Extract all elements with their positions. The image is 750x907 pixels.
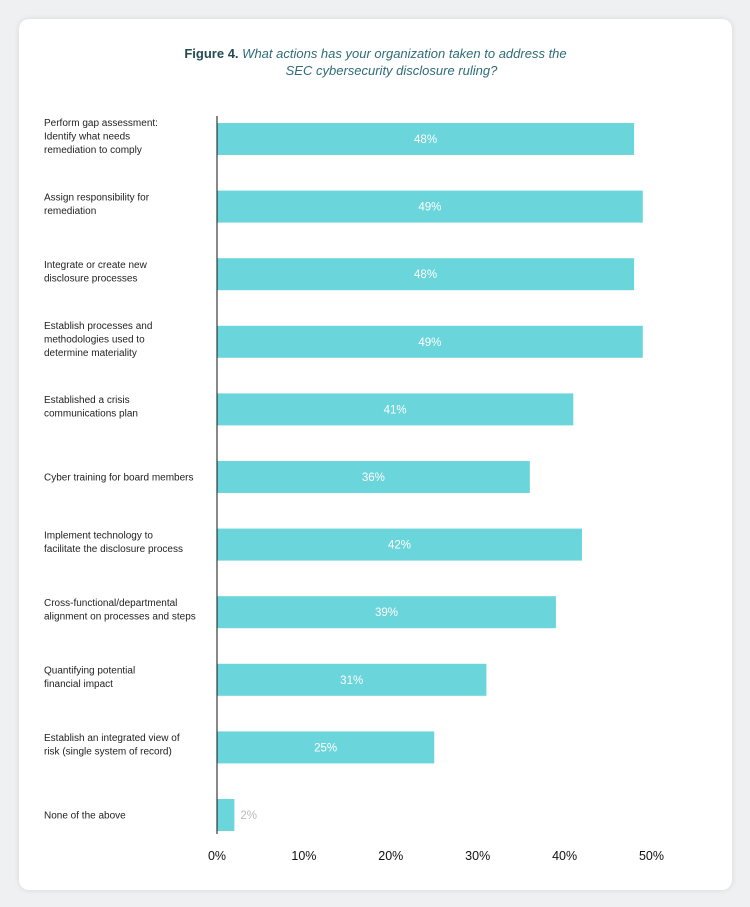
figure-question-line2: SEC cybersecurity disclosure ruling? xyxy=(285,63,498,78)
figure-question-line1: What actions has your organization taken… xyxy=(242,46,567,61)
category-label: Assign responsibility for remediation xyxy=(44,192,150,217)
category-label: None of the above xyxy=(44,811,126,822)
bar xyxy=(217,393,574,426)
bar xyxy=(217,325,643,358)
x-tick-label: 50% xyxy=(639,849,664,863)
bar-value-label: 31% xyxy=(340,675,363,687)
x-tick-label: 40% xyxy=(552,849,577,863)
x-tick-label: 0% xyxy=(208,849,226,863)
bar-value-label: 39% xyxy=(375,607,398,619)
bar-value-label: 36% xyxy=(362,472,385,484)
category-label: Perform gap assessment: Identify what nee… xyxy=(44,118,158,156)
category-label: Cross-functional/departmental alignment o… xyxy=(44,598,196,623)
category-label: Integrate or create new disclosure proces… xyxy=(44,260,148,285)
bar xyxy=(217,596,556,629)
bar-value-label: 49% xyxy=(418,202,441,214)
bar-value-label: 42% xyxy=(388,540,411,552)
bar xyxy=(217,461,530,493)
bar xyxy=(217,190,643,223)
bar-value-label: 49% xyxy=(418,337,441,349)
category-label: Quantifying potential financial impact xyxy=(44,666,135,691)
bar-value-label: 2% xyxy=(240,810,257,822)
category-label: Implement technology to facilitate the di… xyxy=(44,530,183,555)
bar xyxy=(217,258,635,291)
figure-number: Figure 4. xyxy=(184,46,239,61)
bar xyxy=(217,528,582,561)
x-tick-label: 10% xyxy=(291,849,316,863)
bar-value-label: 25% xyxy=(314,742,337,754)
bar xyxy=(217,731,435,764)
x-tick-label: 20% xyxy=(378,849,403,863)
category-label: Cyber training for board members xyxy=(44,473,194,484)
category-label: Established a crisis communications plan xyxy=(44,395,138,420)
bar-value-label: 48% xyxy=(414,134,437,146)
category-label: Establish an integrated view of risk (sin… xyxy=(44,733,180,758)
bar-value-label: 48% xyxy=(414,269,437,281)
bar xyxy=(217,123,635,155)
x-tick-label: 30% xyxy=(465,849,490,863)
figure-title: Figure 4. What actions has your organiza… xyxy=(19,45,732,79)
category-label: Establish processes and methodologies use… xyxy=(44,321,152,359)
bar xyxy=(217,663,487,696)
bar xyxy=(217,799,235,831)
bar-value-label: 41% xyxy=(384,404,407,416)
